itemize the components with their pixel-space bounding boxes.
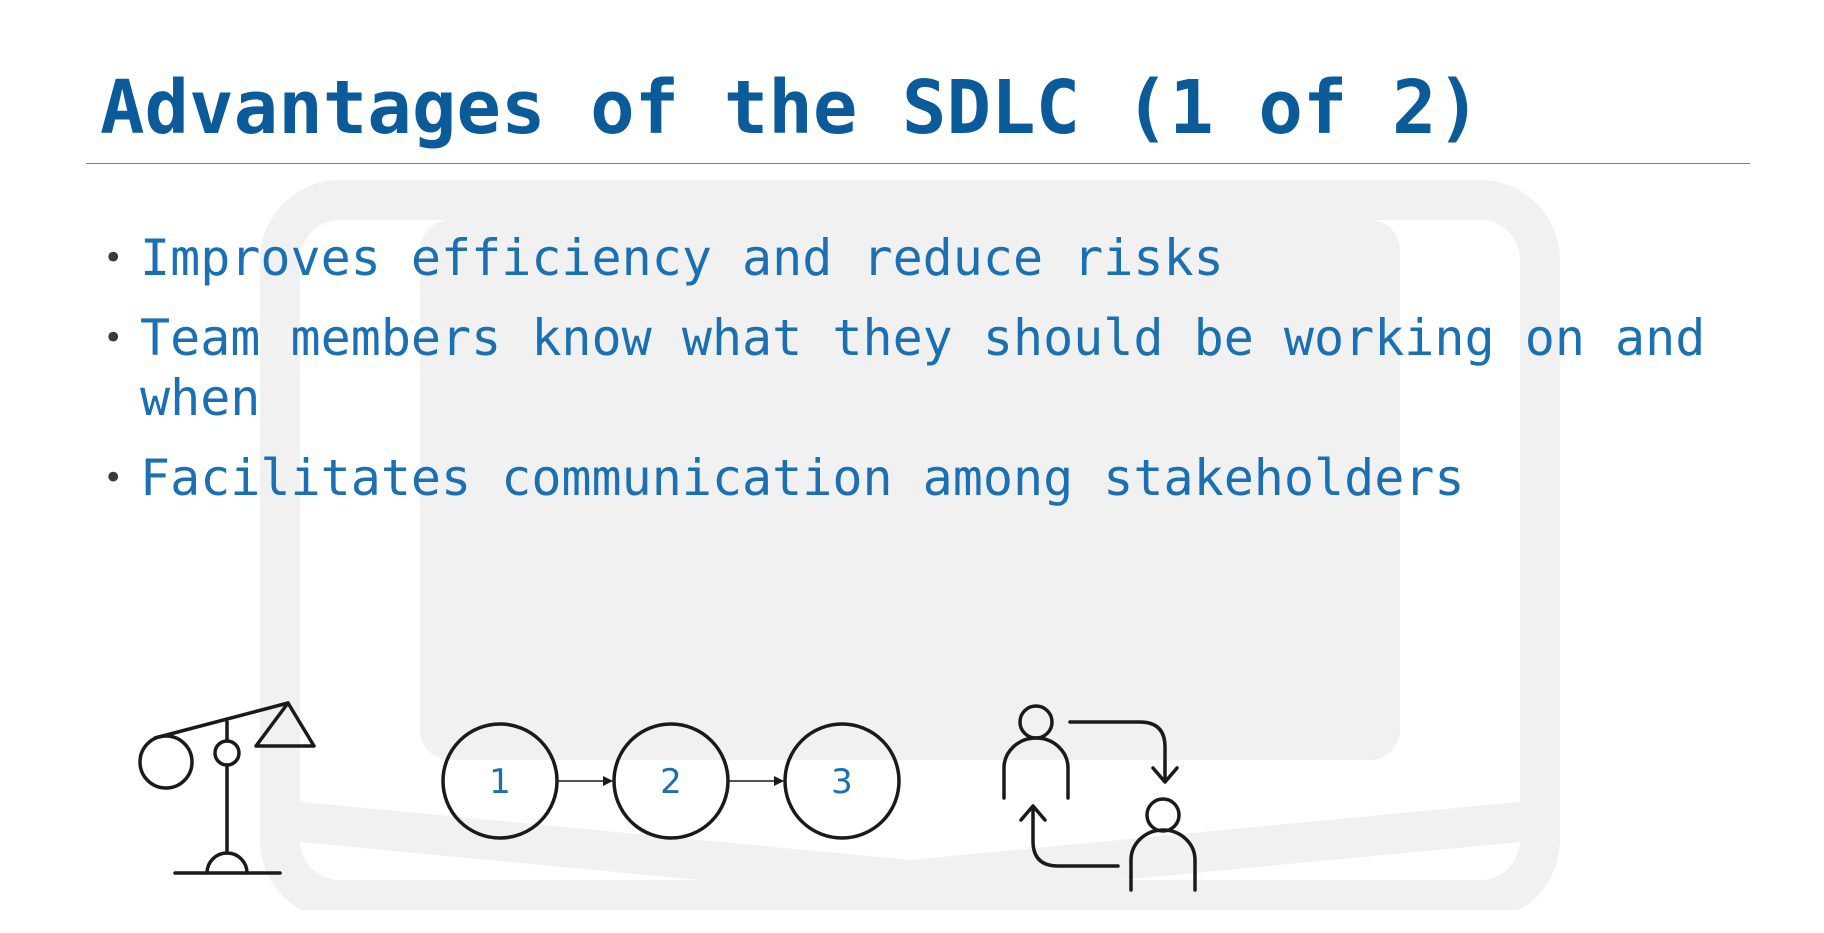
- process-step-1-label: 1: [489, 762, 511, 802]
- bullet-item: • Improves efficiency and reduce risks: [100, 228, 1720, 288]
- people-exchange-icon: [1004, 706, 1195, 890]
- bullet-text: Improves efficiency and reduce risks: [140, 229, 1224, 287]
- process-step-3-label: 3: [831, 762, 853, 802]
- process-step-2-label: 2: [660, 762, 682, 802]
- bullet-text: Team members know what they should be wo…: [140, 309, 1705, 427]
- bullet-list: • Improves efficiency and reduce risks •…: [100, 228, 1720, 528]
- process-flow-icon: 1 2 3: [443, 724, 899, 838]
- bullet-dot: •: [103, 448, 123, 508]
- process-step-3-circle: [785, 724, 899, 838]
- balance-scale-icon: [140, 703, 314, 873]
- title-divider: [86, 163, 1750, 164]
- bullet-dot: •: [103, 308, 123, 368]
- process-step-2-circle: [614, 724, 728, 838]
- process-step-1-circle: [443, 724, 557, 838]
- slide-title: Advantages of the SDLC (1 of 2): [100, 68, 1481, 149]
- bullet-item: • Facilitates communication among stakeh…: [100, 448, 1720, 508]
- bullet-text: Facilitates communication among stakehol…: [140, 449, 1465, 507]
- bullet-item: • Team members know what they should be …: [100, 308, 1720, 428]
- bullet-dot: •: [103, 228, 123, 288]
